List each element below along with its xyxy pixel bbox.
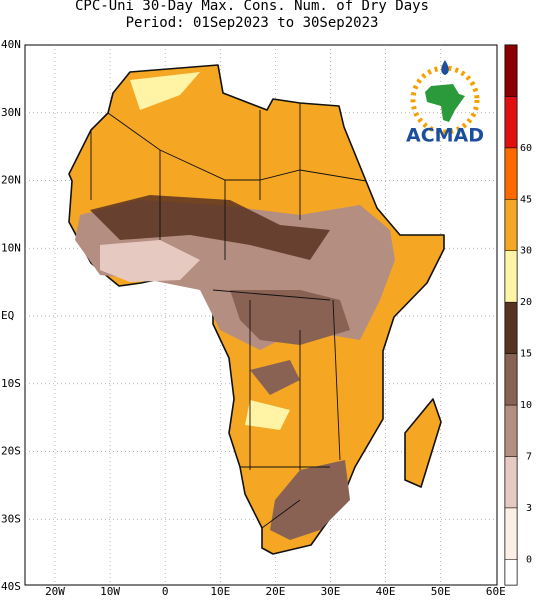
logo-text: ACMAD	[406, 125, 484, 147]
colorbar-label: 60	[520, 143, 532, 154]
y-tick-label: 30N	[1, 106, 21, 119]
y-tick-label: 40S	[1, 580, 21, 593]
title-line: CPC-Uni 30-Day Max. Cons. Num. of Dry Da…	[75, 0, 429, 14]
x-tick-label: 60E	[486, 585, 506, 598]
colorbar-label: 15	[520, 349, 532, 360]
dry-region	[230, 290, 350, 345]
y-tick-label: 10N	[1, 241, 21, 254]
colorbar-label: 30	[520, 246, 532, 257]
x-tick-label: 30E	[321, 585, 341, 598]
colorbar-label: 10	[520, 400, 532, 411]
logo-rays	[410, 65, 480, 135]
africa	[68, 64, 445, 555]
colorbar-segment	[504, 44, 518, 97]
x-tick-label: 10W	[100, 585, 120, 598]
colorbar-label: 7	[526, 451, 532, 462]
colorbar-segment	[504, 250, 518, 303]
colorbar-segment	[504, 147, 518, 200]
dry-region	[250, 360, 300, 395]
dry-region	[90, 195, 330, 260]
wet-region	[245, 400, 290, 430]
colorbar-segment	[504, 404, 518, 457]
y-tick-label: EQ	[1, 309, 14, 322]
wet-region	[130, 72, 200, 110]
y-tick-label: 20N	[1, 174, 21, 187]
colorbar: 0 3 7 10 15 20 30 45 60	[504, 44, 532, 586]
axes: 20W 10W 0 10E 20E 30E 40E 50E 60E 40N 30N 20N 10N EQ 1…	[1, 38, 506, 598]
x-tick-label: 20W	[45, 585, 65, 598]
y-tick-label: 40N	[1, 38, 21, 51]
colorbar-segment	[504, 353, 518, 406]
x-tick-label: 40E	[376, 585, 396, 598]
colorbar-segment	[504, 199, 518, 251]
colorbar-segment	[504, 456, 518, 509]
y-tick-label: 30S	[1, 512, 21, 525]
colorbar-label: 0	[526, 554, 532, 565]
x-tick-label: 50E	[431, 585, 451, 598]
x-tick-label: 20E	[265, 585, 285, 598]
dry-region	[270, 460, 350, 540]
madagascar	[404, 398, 442, 488]
colorbar-segment	[504, 559, 518, 586]
colorbar-label: 3	[526, 503, 532, 514]
y-tick-label: 10S	[1, 377, 21, 390]
colorbar-segment	[504, 301, 518, 354]
borders	[90, 103, 367, 529]
x-tick-label: 0	[162, 585, 169, 598]
y-tick-label: 20S	[1, 445, 21, 458]
title-line: Period: 01Sep2023 to 30Sep2023	[126, 15, 379, 31]
colorbar-segment	[504, 507, 518, 560]
x-tick-label: 10E	[210, 585, 230, 598]
logo-drop	[441, 60, 449, 75]
dry-region	[100, 240, 200, 282]
logo-africa	[425, 84, 465, 122]
colorbar-label: 45	[520, 194, 532, 205]
logo: ACMAD	[406, 60, 484, 147]
colorbar-label: 20	[520, 297, 532, 308]
colorbar-segment	[504, 96, 518, 149]
